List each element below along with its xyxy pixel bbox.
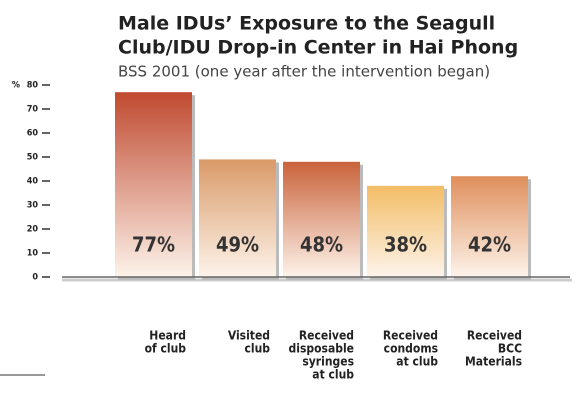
x-tick-label: Heard [149, 329, 186, 343]
x-tick-label: club [244, 342, 270, 356]
y-tick-label: 20 [27, 225, 39, 235]
y-tick-label: 80 [27, 81, 39, 91]
bar [451, 176, 528, 277]
x-tick-label: Received [467, 329, 522, 343]
bar [367, 185, 444, 277]
bar [283, 161, 360, 277]
y-tick-label: 0 [32, 273, 38, 283]
x-tick-label: Visited [228, 329, 270, 343]
value-label: 42% [468, 233, 511, 257]
y-tick-label: 60 [27, 129, 39, 139]
y-tick-label: 30 [27, 201, 39, 211]
y-tick-label: 40 [27, 177, 39, 187]
value-label: 38% [384, 233, 427, 257]
chart-title: Club/IDU Drop-in Center in Hai Phong [118, 37, 518, 59]
x-tick-label: at club [396, 355, 438, 369]
value-label: 48% [300, 233, 343, 257]
x-tick-label: Received [299, 329, 354, 343]
x-tick-label: condoms [384, 342, 438, 356]
y-tick-label: 10 [27, 249, 39, 259]
bar [115, 92, 192, 277]
y-tick-label: 70 [27, 105, 39, 115]
y-axis-label: % [12, 81, 20, 91]
chart-title: Male IDUs’ Exposure to the Seagull [118, 13, 495, 35]
x-tick-label: of club [145, 342, 187, 356]
x-tick-label: syringes [302, 355, 354, 369]
bar [199, 159, 276, 277]
y-tick-label: 50 [27, 153, 39, 163]
x-tick-label: Received [383, 329, 438, 343]
value-label: 77% [132, 233, 175, 257]
x-tick-label: BCC [498, 342, 522, 356]
value-label: 49% [216, 233, 259, 257]
x-tick-label: at club [312, 368, 354, 382]
x-tick-label: disposable [289, 342, 354, 356]
chart-subtitle: BSS 2001 (one year after the interventio… [118, 63, 490, 81]
x-tick-label: Materials [465, 355, 522, 369]
